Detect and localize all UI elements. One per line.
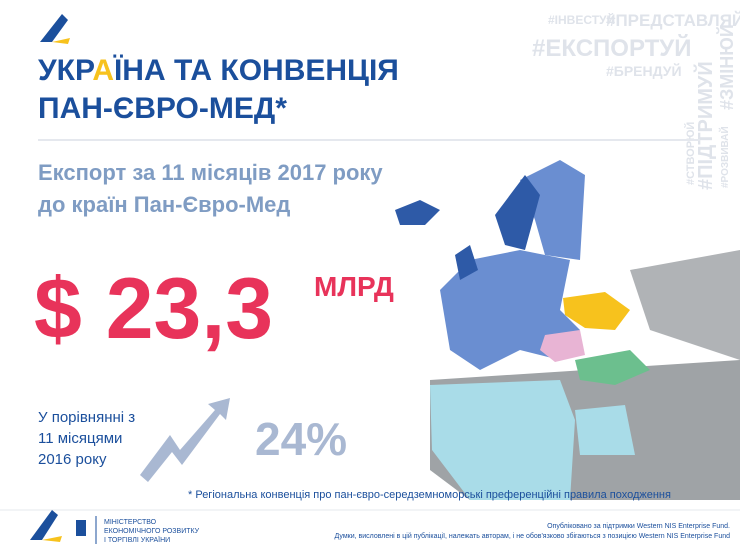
subtitle: Експорт за 11 місяців 2017 року [38, 160, 383, 185]
hashtag: #РОЗВИВАЙ [718, 126, 731, 188]
logo [52, 38, 70, 44]
ministry: І ТОРГІВЛІ УКРАЇНИ [104, 536, 170, 544]
hashtag: #БРЕНДУЙ [606, 62, 682, 79]
credit: Думки, висловлені в цій публікації, нале… [335, 532, 731, 540]
hashtag: #СТВОРЮЙ [684, 122, 697, 185]
title: ПАН-ЄВРО-МЕД* [38, 92, 287, 125]
comparison: У порівнянні з [38, 409, 135, 426]
footnote: * Регіональна конвенція про пан-євро-сер… [188, 489, 671, 501]
credit: Опубліковано за підтримки Western NIS En… [547, 522, 730, 530]
ministry: ЕКОНОМІЧНОГО РОЗВИТКУ [104, 528, 200, 535]
map [395, 160, 740, 500]
logo [40, 14, 68, 42]
comparison: 11 місяцями [38, 430, 122, 447]
hashtag: #ІНВЕСТУЙ [548, 12, 615, 27]
title: УКРАЇНА ТА КОНВЕНЦІЯ [38, 54, 399, 87]
hashtag: #ПІДТРИМУЙ [693, 61, 717, 190]
growth-arrow [140, 398, 230, 482]
subtitle: до країн Пан-Євро-Мед [38, 192, 290, 217]
hashtag: #ЕКСПОРТУЙ [532, 34, 691, 62]
emblem [76, 520, 86, 536]
hashtags: #ІНВЕСТУЙ #ПРЕДСТАВЛЯЙ #ЕКСПОРТУЙ #БРЕНД… [532, 11, 740, 190]
comparison: 2016 року [38, 451, 107, 468]
amount: $ 23,3 [34, 261, 273, 357]
hashtag: #ЗМІНЮЙ [716, 24, 737, 110]
hashtag: #ПРЕДСТАВЛЯЙ [606, 11, 740, 30]
ministry: МІНІСТЕРСТВО [104, 519, 157, 526]
amount-unit: МЛРД [314, 271, 394, 302]
growth: 24% [255, 413, 347, 465]
logo [30, 510, 58, 540]
logo [42, 536, 62, 542]
